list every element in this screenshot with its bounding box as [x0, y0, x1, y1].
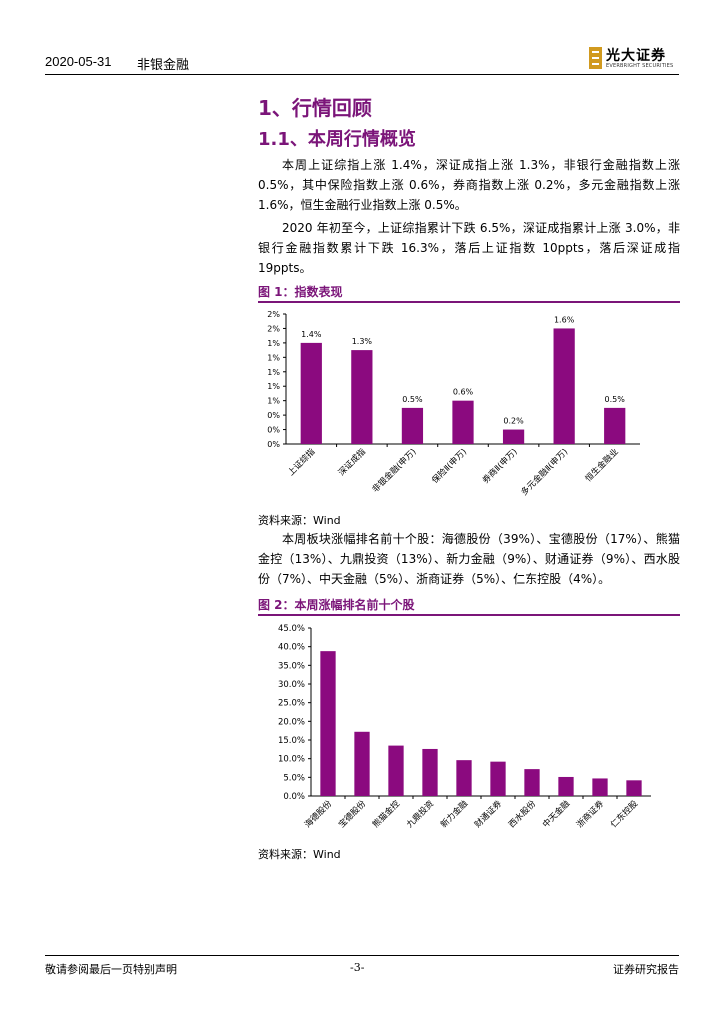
x-category-label: 恒生金融业: [583, 446, 621, 484]
y-tick-label: 1%: [267, 382, 280, 391]
x-category-label: 仁东控股: [608, 798, 640, 830]
bar-data-label: 1.4%: [301, 330, 322, 339]
bar: [553, 328, 575, 444]
y-tick-label: 1%: [267, 397, 280, 406]
page-header: 2020-05-31 非银金融 光大证券 EVERBRIGHT SECURITI…: [45, 47, 679, 75]
figure-1-title: 图 1：指数表现: [258, 285, 343, 299]
y-tick-label: 15.0%: [278, 736, 305, 746]
y-tick-label: 2%: [267, 324, 280, 333]
y-tick-label: 2%: [267, 310, 280, 319]
figure-2-chart: 0.0% 5.0% 10.0% 15.0% 20.0% 25.0% 30.0% 35.0% 40…: [278, 624, 651, 830]
bar-data-label: 0.2%: [503, 417, 524, 426]
x-category-label: 券商Ⅱ(申万): [480, 446, 519, 485]
y-tick-label: 1%: [267, 339, 280, 348]
x-category-label: 非银金融(申万): [370, 446, 419, 495]
bar: [354, 731, 370, 796]
brand-logo: 光大证券 EVERBRIGHT SECURITIES: [589, 44, 679, 72]
report-sector: 非银金融: [137, 58, 190, 73]
x-category-label: 西水股份: [506, 798, 538, 830]
bar-data-label: 1.3%: [352, 337, 373, 346]
y-tick-label: 20.0%: [278, 717, 305, 727]
x-category-label: 深证成指: [336, 446, 368, 478]
bar: [604, 407, 626, 444]
y-tick-label: 0.0%: [283, 792, 305, 802]
brand-logo-english: EVERBRIGHT SECURITIES: [606, 63, 674, 69]
subsection-heading: 1.1、本周行情概览: [258, 129, 416, 150]
report-date: 2020-05-31: [45, 54, 112, 69]
bar: [388, 745, 404, 796]
x-category-label: 新力金融: [438, 798, 470, 830]
section-heading: 1、行情回顾: [258, 96, 372, 120]
bar-data-label: 0.5%: [605, 395, 626, 404]
brand-logo-name: 光大证券: [606, 48, 666, 64]
y-tick-label: 40.0%: [278, 643, 305, 653]
bar: [592, 778, 608, 796]
figure-1-rule: [258, 301, 680, 303]
y-tick-label: 0%: [267, 426, 280, 435]
x-category-label: 九鼎投资: [404, 798, 436, 830]
bar-data-label: 1.6%: [554, 315, 575, 324]
paragraph-top-gainers: 本周板块涨幅排名前十个股：海德股份（39%）、宝德股份（17%）、熊猫金控（13…: [258, 532, 680, 586]
y-tick-label: 1%: [267, 353, 280, 362]
bar: [626, 780, 642, 796]
footer-disclaimer: 敬请参阅最后一页特别声明: [45, 963, 177, 976]
bar: [320, 651, 336, 796]
x-category-label: 保险Ⅱ(申万): [430, 446, 469, 485]
bar: [456, 760, 472, 796]
y-tick-label: 1%: [267, 368, 280, 377]
figure-2-rule: [258, 614, 680, 616]
x-category-label: 熊猫金控: [370, 798, 402, 830]
y-tick-label: 10.0%: [278, 755, 305, 765]
figure-1-source: 资料来源：Wind: [258, 514, 341, 527]
bar: [452, 400, 474, 444]
y-tick-label: 0%: [267, 440, 280, 449]
x-category-label: 浙商证券: [574, 798, 606, 830]
page-number: -3-: [350, 961, 365, 974]
footer-rule: [45, 955, 679, 956]
bar: [502, 429, 525, 444]
x-category-label: 财通证券: [472, 798, 504, 830]
y-tick-label: 5.0%: [283, 773, 305, 783]
x-category-label: 多元金融Ⅱ(申万): [519, 446, 570, 497]
y-tick-label: 25.0%: [278, 699, 305, 709]
brand-logo-icon: [589, 47, 602, 69]
bar: [558, 776, 574, 796]
x-category-label: 上证综指: [286, 446, 318, 478]
figure-1-chart: 0% 0% 0% 1% 1% 1% 1% 1% 2% 2% 1.4% 上证综指 1.3% 深证成指 0.5%…: [267, 310, 640, 498]
x-category-label: 中天金融: [540, 798, 572, 830]
bar-data-label: 0.6%: [453, 388, 474, 397]
bar: [300, 342, 322, 444]
bar: [422, 748, 438, 796]
bar: [401, 407, 424, 444]
paragraph-weekly-summary: 本周上证综指上涨 1.4%，深证成指上涨 1.3%，非银行金融指数上涨 0.5%…: [258, 158, 680, 212]
x-category-label: 宝德股份: [336, 798, 368, 830]
y-tick-label: 45.0%: [278, 624, 305, 634]
paragraph-ytd-summary: 2020 年初至今，上证综指累计下跌 6.5%，深证成指累计上涨 3.0%，非银…: [258, 221, 680, 275]
y-tick-label: 0%: [267, 411, 280, 420]
bar: [351, 350, 373, 444]
bar-data-label: 0.5%: [402, 395, 423, 404]
figure-2-title: 图 2：本周涨幅排名前十个股: [258, 598, 415, 612]
y-tick-label: 35.0%: [278, 661, 305, 671]
x-category-label: 海德股份: [302, 798, 334, 830]
bar: [524, 769, 540, 796]
figure-2-source: 资料来源：Wind: [258, 848, 341, 861]
y-tick-label: 30.0%: [278, 680, 305, 690]
bar: [490, 761, 506, 796]
footer-report-type: 证券研究报告: [613, 963, 679, 976]
